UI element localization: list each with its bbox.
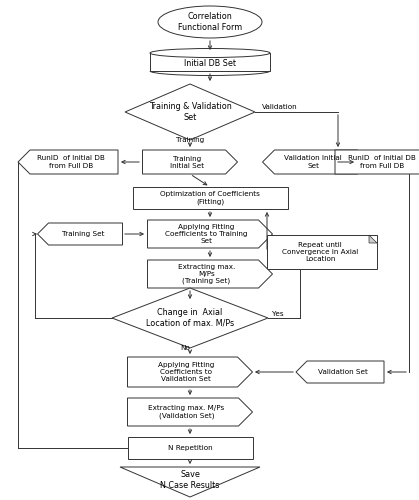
Text: Initial DB Set: Initial DB Set	[184, 60, 236, 68]
Bar	[267, 235, 377, 269]
Text: Correlation
Functional Form: Correlation Functional Form	[178, 12, 242, 32]
Text: RunID  of Initial DB
from Full DB: RunID of Initial DB from Full DB	[348, 156, 416, 168]
Bar	[150, 53, 270, 71]
Polygon shape	[127, 357, 253, 387]
Text: No: No	[180, 345, 190, 351]
Bar	[127, 437, 253, 459]
Polygon shape	[142, 150, 238, 174]
Ellipse shape	[150, 48, 270, 58]
Text: Save
N Case Results: Save N Case Results	[160, 470, 220, 490]
Polygon shape	[112, 288, 268, 348]
Text: Repeat until
Convergence in Axial
Location: Repeat until Convergence in Axial Locati…	[282, 242, 358, 262]
Text: Training & Validation
Set: Training & Validation Set	[149, 102, 231, 122]
Polygon shape	[120, 467, 260, 497]
Text: Optimization of Coefficients
(Fitting): Optimization of Coefficients (Fitting)	[160, 191, 260, 205]
Text: Training: Training	[176, 137, 204, 143]
Polygon shape	[147, 220, 272, 248]
Text: Extracting max.
M/Ps
(Training Set): Extracting max. M/Ps (Training Set)	[178, 264, 235, 284]
Polygon shape	[262, 150, 357, 174]
Polygon shape	[125, 84, 255, 140]
Text: Validation Initial
Set: Validation Initial Set	[284, 156, 342, 168]
Text: Yes: Yes	[272, 311, 284, 317]
Polygon shape	[127, 398, 253, 426]
Polygon shape	[18, 150, 118, 174]
Ellipse shape	[158, 6, 262, 38]
Text: Validation: Validation	[262, 104, 297, 110]
Text: Training
Initial Set: Training Initial Set	[170, 156, 204, 168]
Polygon shape	[147, 260, 272, 288]
Polygon shape	[37, 223, 122, 245]
Polygon shape	[296, 361, 384, 383]
Polygon shape	[335, 150, 419, 174]
Text: Applying Fitting
Coefficients to
Validation Set: Applying Fitting Coefficients to Validat…	[158, 362, 215, 382]
Polygon shape	[369, 235, 377, 243]
Text: Extracting max. M/Ps
(Validation Set): Extracting max. M/Ps (Validation Set)	[148, 405, 225, 419]
Text: Change in  Axial
Location of max. M/Ps: Change in Axial Location of max. M/Ps	[146, 308, 234, 328]
Text: Validation Set: Validation Set	[318, 369, 368, 375]
Bar	[132, 187, 287, 209]
Text: Applying Fitting
Coefficients to Training
Set: Applying Fitting Coefficients to Trainin…	[165, 224, 248, 244]
Text: RunID  of Initial DB
from Full DB: RunID of Initial DB from Full DB	[37, 156, 105, 168]
Text: Training Set: Training Set	[62, 231, 104, 237]
Text: N Repetition: N Repetition	[168, 445, 212, 451]
